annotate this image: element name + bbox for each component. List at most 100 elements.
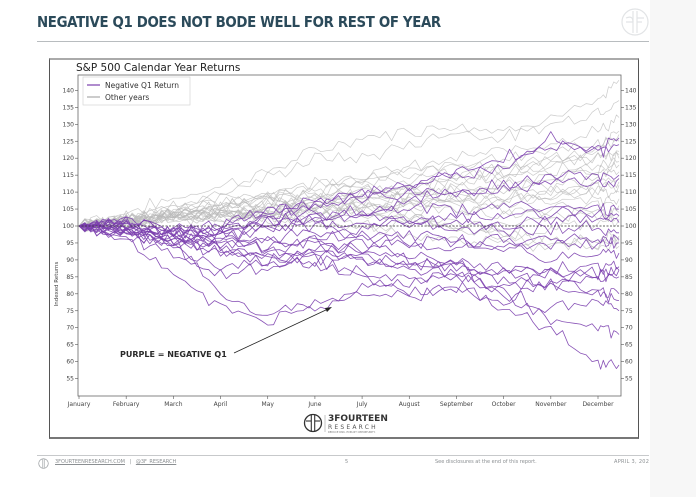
other-year-line <box>78 130 620 227</box>
y-tick-label-right: 75 <box>625 308 633 315</box>
y-tick-label-left: 80 <box>66 291 74 298</box>
chart-title: S&P 500 Calendar Year Returns <box>76 62 240 74</box>
negative-q1-line <box>78 220 620 253</box>
y-tick-label-left: 85 <box>66 274 74 281</box>
x-tick-label-october: October <box>492 401 517 408</box>
negative-q1-line <box>78 214 620 239</box>
negative-q1-line <box>78 221 620 370</box>
y-tick-label-right: 100 <box>625 223 637 230</box>
negative-q1-line <box>78 201 619 239</box>
disclosure-text: See disclosures at the end of this repor… <box>435 459 537 465</box>
x-tick-label-july: July <box>356 401 368 408</box>
x-tick-label-february: February <box>113 401 140 408</box>
y-tick-label-left: 90 <box>66 257 74 264</box>
other-year-line <box>78 79 620 229</box>
y-tick-label-left: 95 <box>66 240 74 247</box>
y-tick-label-left: 55 <box>66 376 74 383</box>
footer-divider <box>37 455 649 456</box>
y-tick-label-right: 90 <box>625 257 633 264</box>
x-tick-label-september: September <box>440 401 474 408</box>
y-tick-label-right: 135 <box>625 104 637 111</box>
chart: S&P 500 Calendar Year Returns 55 60 65 70 75… <box>54 62 637 434</box>
brand-logo-icon <box>303 413 323 433</box>
negative-q1-line <box>78 224 620 326</box>
y-tick-label-right: 110 <box>625 189 637 196</box>
y-tick-label-right: 80 <box>625 291 633 298</box>
footer-separator: | <box>129 459 132 465</box>
chart-frame <box>49 58 639 439</box>
y-tick-label-left: 110 <box>63 189 75 196</box>
y-tick-label-left: 135 <box>63 104 75 111</box>
y-tick-label-left: 105 <box>63 206 75 213</box>
y-tick-label-left: 65 <box>66 342 74 349</box>
other-year-line <box>78 100 620 230</box>
y-tick-label-left: 100 <box>63 223 75 230</box>
brand-name: 3FOURTEEN <box>328 414 388 424</box>
negative-q1-line <box>78 221 620 316</box>
x-tick-label-january: January <box>67 401 91 408</box>
other-year-line <box>78 150 620 228</box>
slide-title: NEGATIVE Q1 DOES NOT BODE WELL FOR REST … <box>37 13 441 31</box>
brand-logo: 3FOURTEEN RESEARCH REDUCE RISK. EXPLOIT … <box>303 413 388 434</box>
x-tick-label-june: June <box>307 401 321 408</box>
footer-handle-link[interactable]: @3F_RESEARCH <box>135 459 177 465</box>
negative-q1-line <box>78 224 620 339</box>
y-tick-label-left: 70 <box>66 325 74 332</box>
negative-q1-line <box>78 177 620 240</box>
negative-q1-line <box>78 131 620 238</box>
y-axis-left: 55 60 65 70 75 80 85 90 95 100 105 110 115 120 125 130 1… <box>63 87 78 383</box>
y-tick-label-left: 75 <box>66 308 74 315</box>
negative-q1-line <box>78 223 620 303</box>
y-tick-label-right: 105 <box>625 206 637 213</box>
axes <box>77 74 622 397</box>
y-tick-label-right: 60 <box>625 359 633 366</box>
footer-website-link[interactable]: 3FOURTEENRESEARCH.COM <box>55 459 125 465</box>
y-axis-right: 55 60 65 70 75 80 85 90 95 100 105 110 115 120 125 130 1… <box>621 87 637 383</box>
footer-date: APRIL 3, 202 <box>614 459 650 465</box>
y-tick-label-right: 70 <box>625 325 633 332</box>
y-tick-label-left: 130 <box>63 121 75 128</box>
y-tick-label-right: 65 <box>625 342 633 349</box>
x-axis: January February March April May June July Augu… <box>67 396 614 408</box>
negative-q1-series <box>78 131 620 370</box>
y-tick-label-left: 140 <box>63 87 75 94</box>
legend: Negative Q1 Return Other years <box>82 76 191 106</box>
other-year-line <box>78 200 620 229</box>
y-tick-label-right: 140 <box>625 87 637 94</box>
corner-logo-icon <box>621 8 649 36</box>
brand-tagline: REDUCE RISK. EXPLOIT OPPORTUNITY. <box>328 430 376 434</box>
x-tick-label-may: May <box>262 401 275 408</box>
y-tick-label-left: 125 <box>63 138 75 145</box>
x-tick-label-november: November <box>535 401 567 408</box>
y-tick-label-left: 60 <box>66 359 74 366</box>
title-divider <box>37 41 649 42</box>
plot-area-border <box>77 74 622 397</box>
other-year-line <box>78 188 620 229</box>
annotation-arrowhead <box>325 307 332 312</box>
y-tick-label-right: 130 <box>625 121 637 128</box>
negative-q1-line <box>78 140 620 238</box>
negative-q1-line <box>78 223 620 291</box>
negative-q1-line <box>78 169 620 236</box>
x-tick-label-december: December <box>582 401 614 408</box>
y-tick-label-right: 85 <box>625 274 633 281</box>
page-edge-shade <box>650 0 696 497</box>
other-year-line <box>78 177 620 228</box>
x-tick-label-march: March <box>164 401 182 408</box>
footer-logo-icon <box>38 458 49 469</box>
other-year-line <box>78 202 620 247</box>
page-number: 5 <box>345 459 349 465</box>
annotation: PURPLE = NEGATIVE Q1 <box>120 307 332 359</box>
y-tick-label-right: 95 <box>625 240 633 247</box>
y-tick-label-right: 55 <box>625 376 633 383</box>
y-tick-label-left: 120 <box>63 155 75 162</box>
x-tick-label-august: August <box>399 401 421 408</box>
x-tick-label-april: April <box>214 401 228 408</box>
annotation-text: PURPLE = NEGATIVE Q1 <box>120 350 227 359</box>
y-tick-label-left: 115 <box>63 172 75 179</box>
legend-box <box>82 76 191 106</box>
brand-sub: RESEARCH <box>328 424 378 431</box>
legend-label-other-years: Other years <box>105 93 149 102</box>
footer-links: 3FOURTEENRESEARCH.COM | @3F_RESEARCH <box>55 459 176 465</box>
y-tick-label-right: 125 <box>625 138 637 145</box>
